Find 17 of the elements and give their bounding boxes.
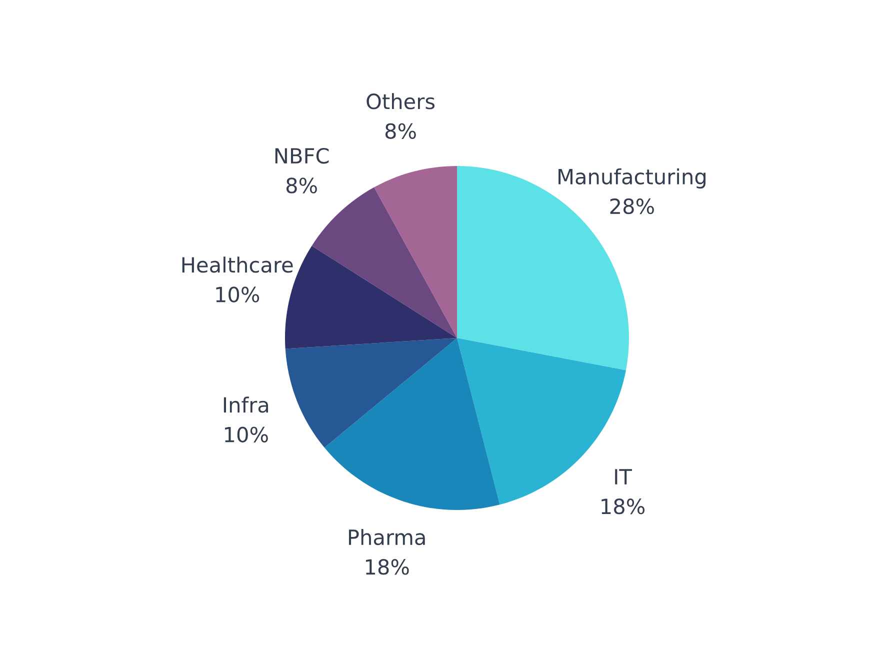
data-label: 10% <box>225 426 268 442</box>
slice-label: Healthcare <box>182 256 293 273</box>
data-label: 10% <box>216 286 260 302</box>
slice-label: NBFC <box>275 148 329 164</box>
pie-slice <box>374 166 457 338</box>
data-label: 18% <box>602 498 645 514</box>
data-label: 8% <box>286 178 317 194</box>
slice-label: Manufacturing <box>558 168 706 189</box>
slice-label: Others <box>366 93 435 110</box>
slice-label: IT <box>615 469 632 484</box>
slice-label: Pharma <box>348 529 425 546</box>
data-label: 8% <box>385 123 416 139</box>
slice-label: Infra <box>224 396 268 413</box>
pie-slice <box>324 338 500 510</box>
pie-slice <box>285 338 457 448</box>
data-label: 28% <box>610 198 654 214</box>
data-label: 18% <box>366 559 409 575</box>
